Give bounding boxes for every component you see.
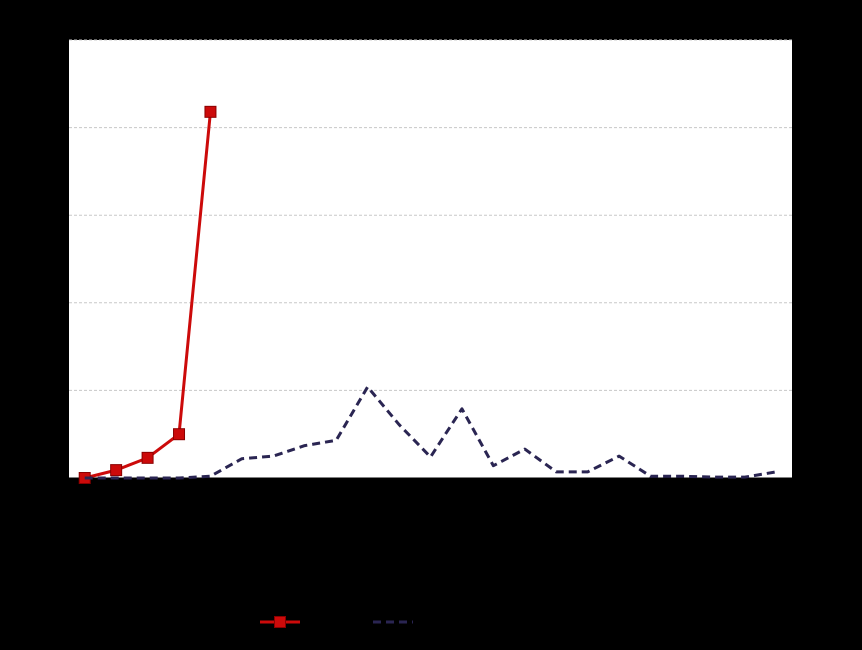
marker (173, 428, 186, 441)
marker (204, 105, 217, 118)
marker (141, 451, 154, 464)
plot-area (69, 40, 792, 478)
marker (110, 464, 123, 477)
legend-marker (274, 616, 286, 628)
